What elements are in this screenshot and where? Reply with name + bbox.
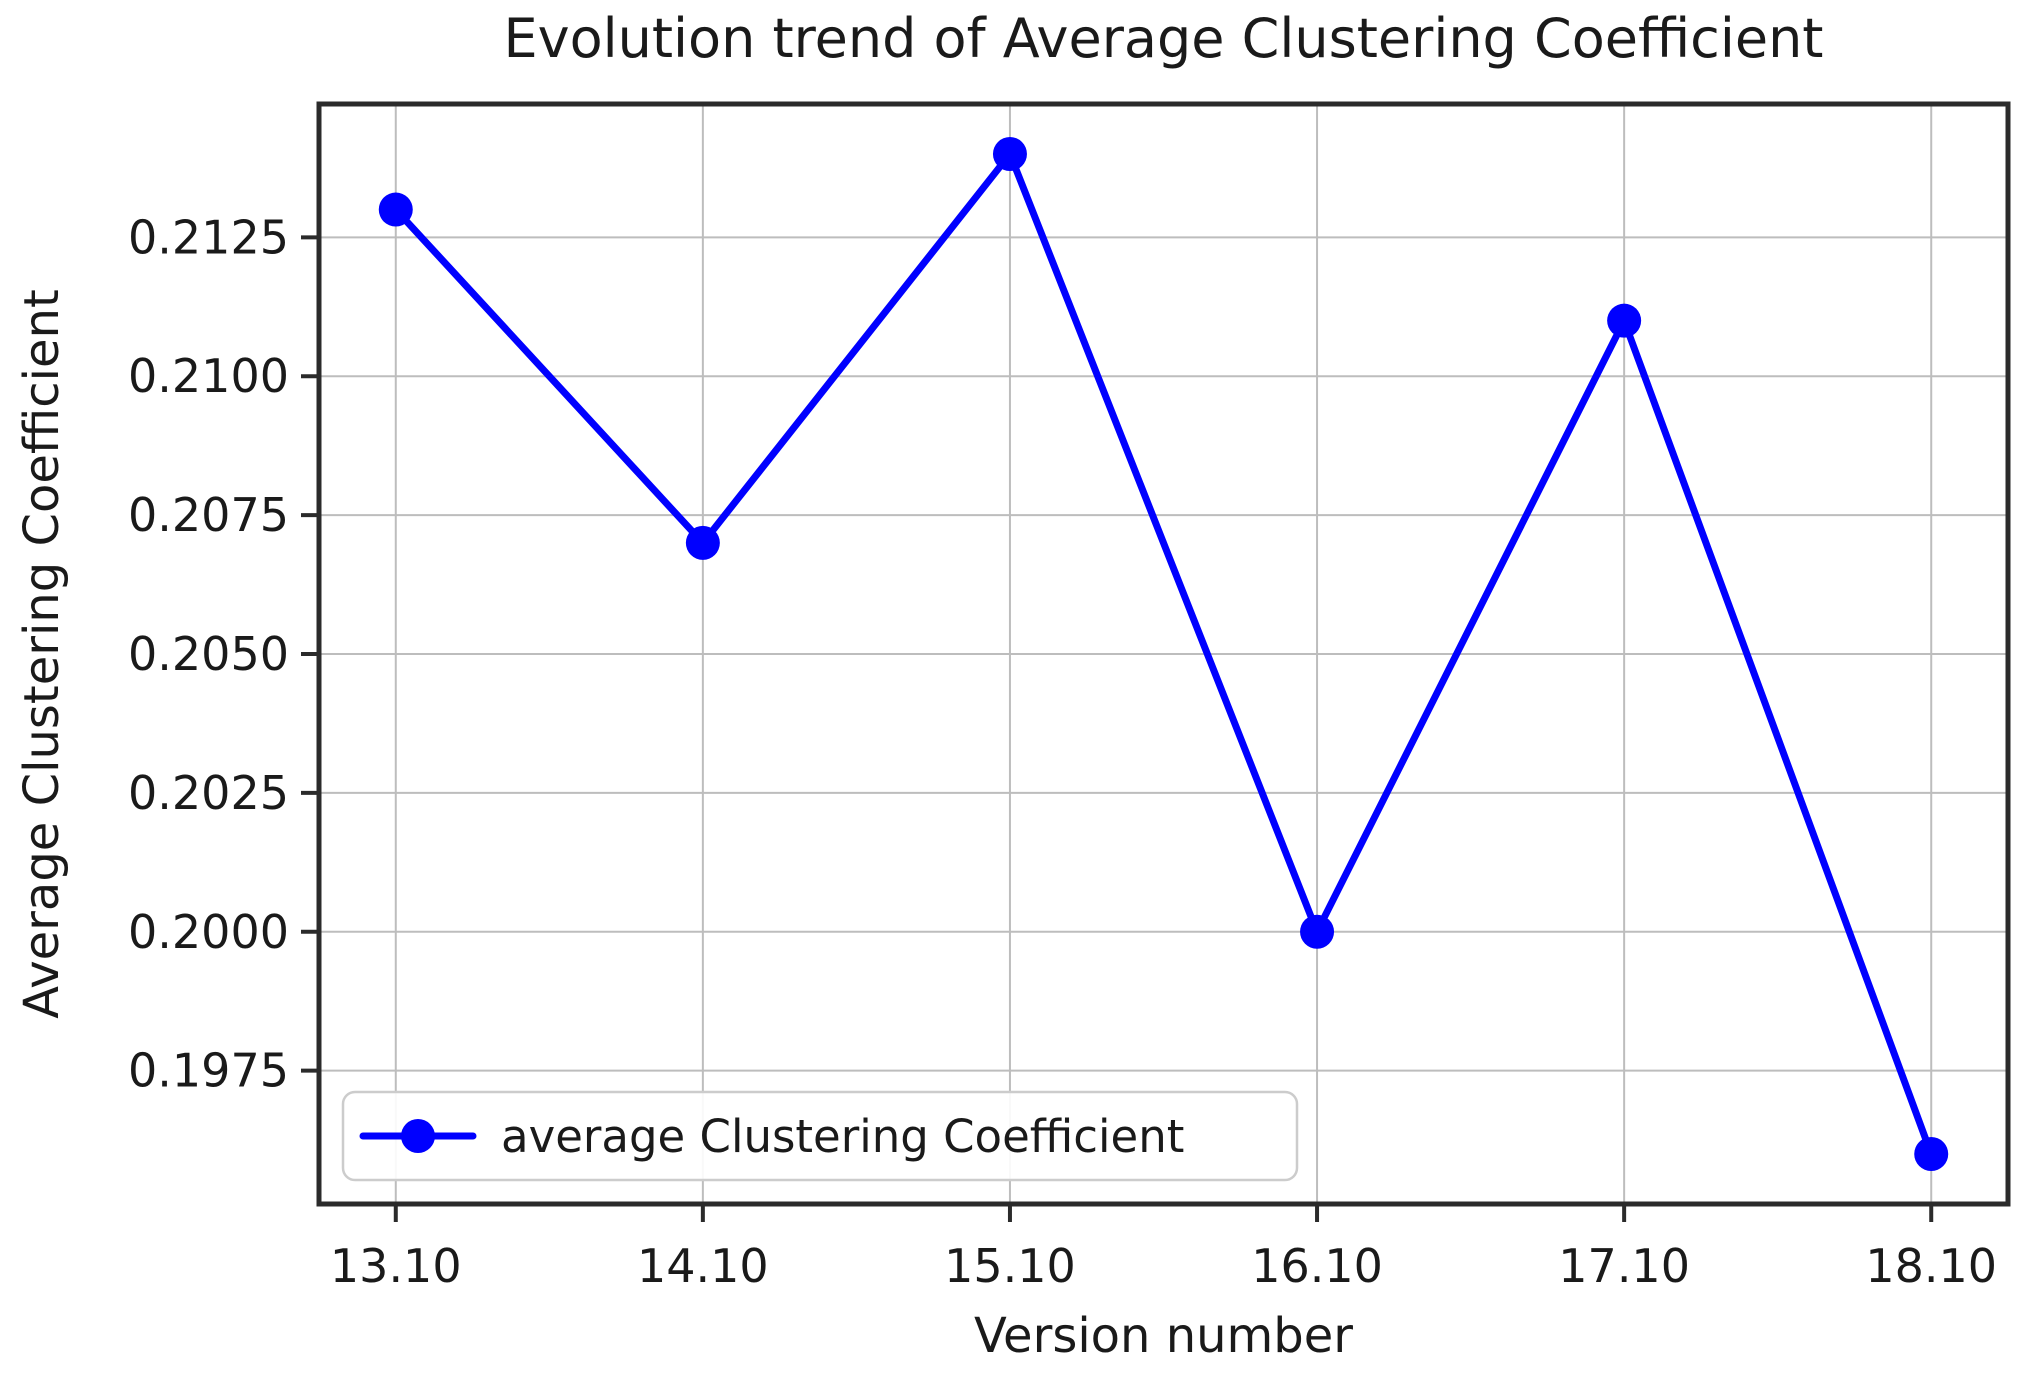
y-axis-label: Average Clustering Coefficient [14,289,70,1019]
y-tick-label: 0.2100 [128,349,289,403]
y-tick-label: 0.2025 [128,766,289,820]
x-tick-label: 13.10 [330,1239,462,1293]
x-tick-label: 17.10 [1558,1239,1690,1293]
data-point [1300,914,1335,949]
legend-sample-marker [401,1119,435,1153]
x-tick-label: 14.10 [637,1239,769,1293]
y-tick-label: 0.2050 [128,627,289,681]
x-tick-label: 18.10 [1865,1239,1997,1293]
x-axis-label: Version number [973,1308,1354,1364]
data-point [685,525,720,560]
series-line [392,150,1935,1158]
data-point [992,137,1027,171]
legend-box [341,1090,1299,1182]
y-tick-label: 0.1975 [128,1044,289,1098]
legend: average Clustering Coefficient [341,1090,1299,1182]
data-point [1607,303,1642,338]
legend-label: average Clustering Coefficient [501,1110,1184,1163]
x-tick-label: 15.10 [944,1239,1076,1293]
y-tick-label: 0.2125 [128,210,289,264]
data-point [378,192,413,227]
y-tick-label: 0.2075 [128,488,289,542]
y-tick-label: 0.2000 [128,905,289,959]
x-tick-label: 16.10 [1251,1239,1383,1293]
data-point [1914,1137,1949,1171]
chart-title: Evolution trend of Average Clustering Co… [503,7,1824,70]
